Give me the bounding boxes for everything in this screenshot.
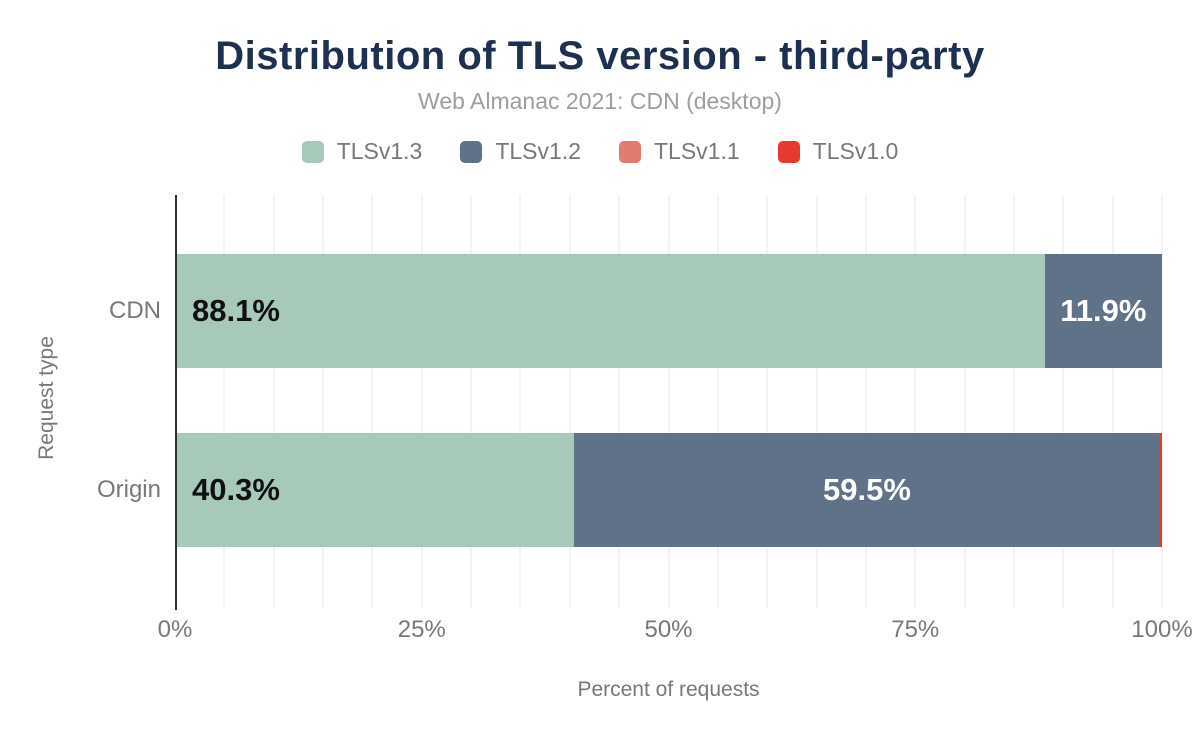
legend-label-tlsv1-3: TLSv1.3 [336,138,423,164]
y-axis-line [175,195,177,610]
legend-item-tlsv1-0[interactable]: TLSv1.0 [777,138,899,165]
bar-segment-tlsv1-2-cdn[interactable]: 11.9% [1044,254,1162,368]
legend-item-tlsv1-2[interactable]: TLSv1.2 [460,138,581,165]
legend-label-tlsv1-2: TLSv1.2 [495,138,581,164]
plot-area: 88.1% 11.9% 40.3% 59.5% [175,195,1163,610]
x-tick-label-100-: 100% [1131,616,1193,643]
bar-segment-tlsv1-0-origin[interactable] [1160,433,1162,547]
legend-swatch-tlsv1-2 [460,140,483,163]
y-axis-title: Request type [35,336,58,460]
bar-row-origin: 40.3% 59.5% [177,433,1162,547]
bar-segment-tlsv1-2-origin[interactable]: 59.5% [573,433,1161,547]
legend-item-tlsv1-1[interactable]: TLSv1.1 [619,138,740,165]
legend-label-tlsv1-0: TLSv1.0 [812,138,899,164]
bar-value-label: 88.1% [192,293,280,328]
legend-swatch-tlsv1-1 [619,140,641,163]
bar-row-cdn: 88.1% 11.9% [177,254,1162,368]
bar-value-label: 40.3% [192,472,280,507]
bar-value-label: 59.5% [823,472,911,507]
y-category-label-cdn: CDN [109,297,161,324]
chart-title: Distribution of TLS version - third-part… [215,34,985,78]
x-tick-label-50-: 50% [644,616,693,643]
legend-swatch-tlsv1-3 [301,140,324,163]
y-category-label-origin: Origin [96,476,161,503]
legend-swatch-tlsv1-0 [777,140,800,163]
legend-label-tlsv1-1: TLSv1.1 [654,138,740,164]
x-tick-label-0-: 0% [157,616,193,643]
x-tick-label-25-: 25% [397,616,446,643]
x-tick-label-75-: 75% [891,616,940,643]
bar-segment-tlsv1-3-cdn[interactable]: 88.1% [177,254,1045,368]
bar-segment-tlsv1-3-origin[interactable]: 40.3% [177,433,574,547]
bar-value-label: 11.9% [1060,293,1147,328]
legend: TLSv1.3 TLSv1.2 TLSv1.1 TLSv1.0 [0,138,1200,165]
legend-item-tlsv1-3[interactable]: TLSv1.3 [301,138,423,165]
x-axis-title: Percent of requests [577,678,760,701]
chart-subtitle: Web Almanac 2021: CDN (desktop) [418,88,782,114]
